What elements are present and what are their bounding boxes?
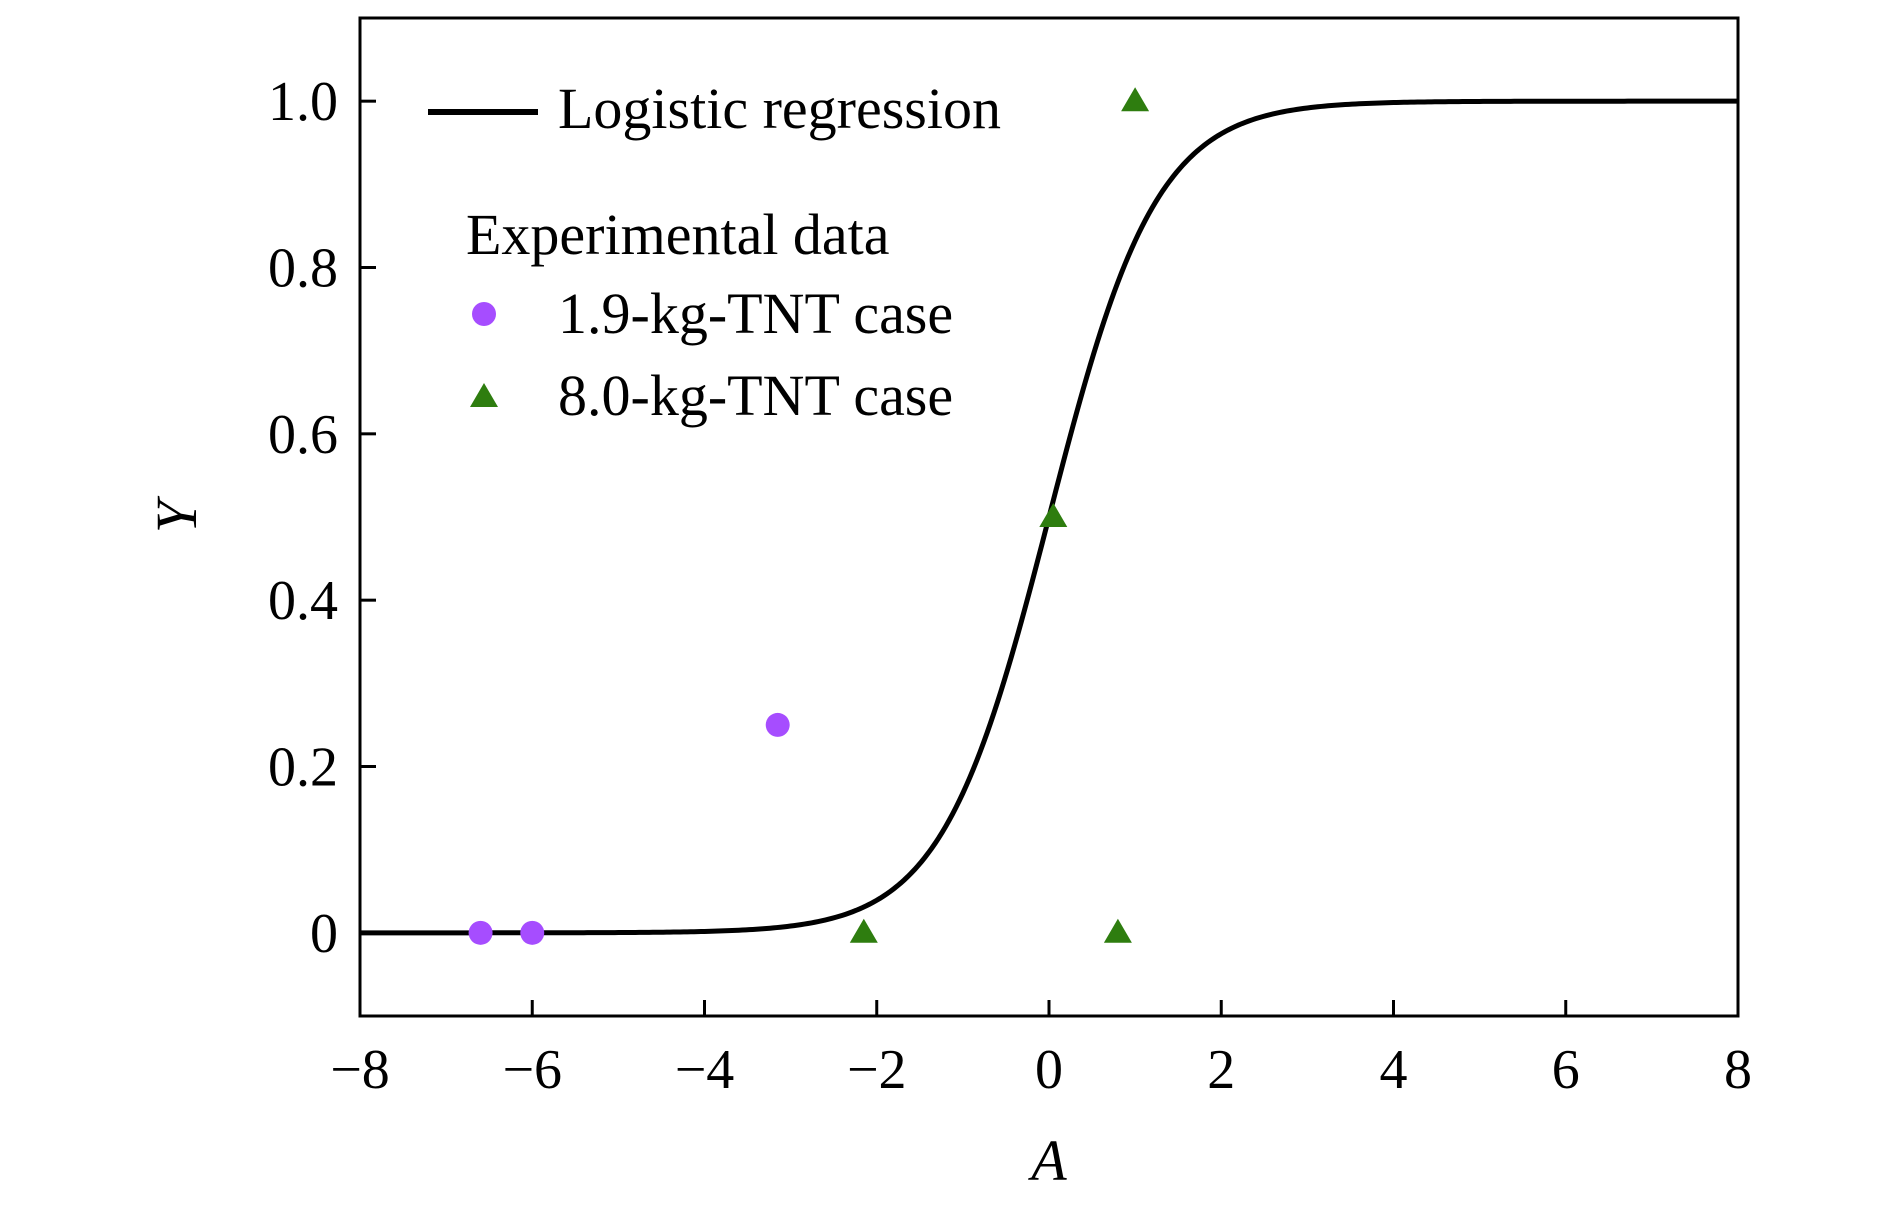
x-tick-label: −8 — [330, 1039, 390, 1101]
legend-group-title: Experimental data — [466, 202, 890, 267]
y-tick-label: 0.2 — [268, 737, 338, 799]
data-point-circle — [765, 712, 790, 737]
y-tick-label: 0 — [310, 903, 338, 965]
data-point-triangle — [1121, 87, 1150, 112]
x-tick-label: −4 — [675, 1039, 735, 1101]
points-layer — [468, 87, 1150, 945]
y-axis-title: Y — [144, 495, 209, 533]
legend: Logistic regression Experimental data 1.… — [428, 76, 1001, 428]
legend-curve-label: Logistic regression — [558, 76, 1001, 141]
x-tick-label: 0 — [1035, 1039, 1063, 1101]
data-point-circle — [520, 920, 545, 945]
data-point-circle — [468, 920, 493, 945]
data-point-triangle — [1103, 918, 1132, 943]
y-tick-label: 0.6 — [268, 404, 338, 466]
y-tick-label: 0.8 — [268, 238, 338, 300]
data-point-triangle — [1039, 503, 1068, 527]
x-tick-label: −2 — [847, 1039, 907, 1101]
x-tick-label: 8 — [1724, 1039, 1752, 1101]
legend-series-2-label: 8.0-kg-TNT case — [558, 363, 953, 428]
legend-marker-triangle — [470, 383, 498, 407]
x-tick-label: 6 — [1552, 1039, 1580, 1101]
y-tick-label: 0.4 — [268, 570, 338, 632]
y-tick-label: 1.0 — [268, 71, 338, 133]
legend-marker-circle — [472, 302, 496, 326]
x-tick-label: −6 — [502, 1039, 562, 1101]
x-axis-title: A — [1027, 1128, 1067, 1193]
x-tick-label: 4 — [1380, 1039, 1408, 1101]
x-tick-label: 2 — [1207, 1039, 1235, 1101]
ticks: −8 −6 −4 −2 0 2 4 6 8 0 0.2 0.4 0.6 0.8 1.0 — [268, 71, 1752, 1101]
data-point-triangle — [849, 918, 878, 943]
legend-series-1-label: 1.9-kg-TNT case — [558, 281, 953, 346]
